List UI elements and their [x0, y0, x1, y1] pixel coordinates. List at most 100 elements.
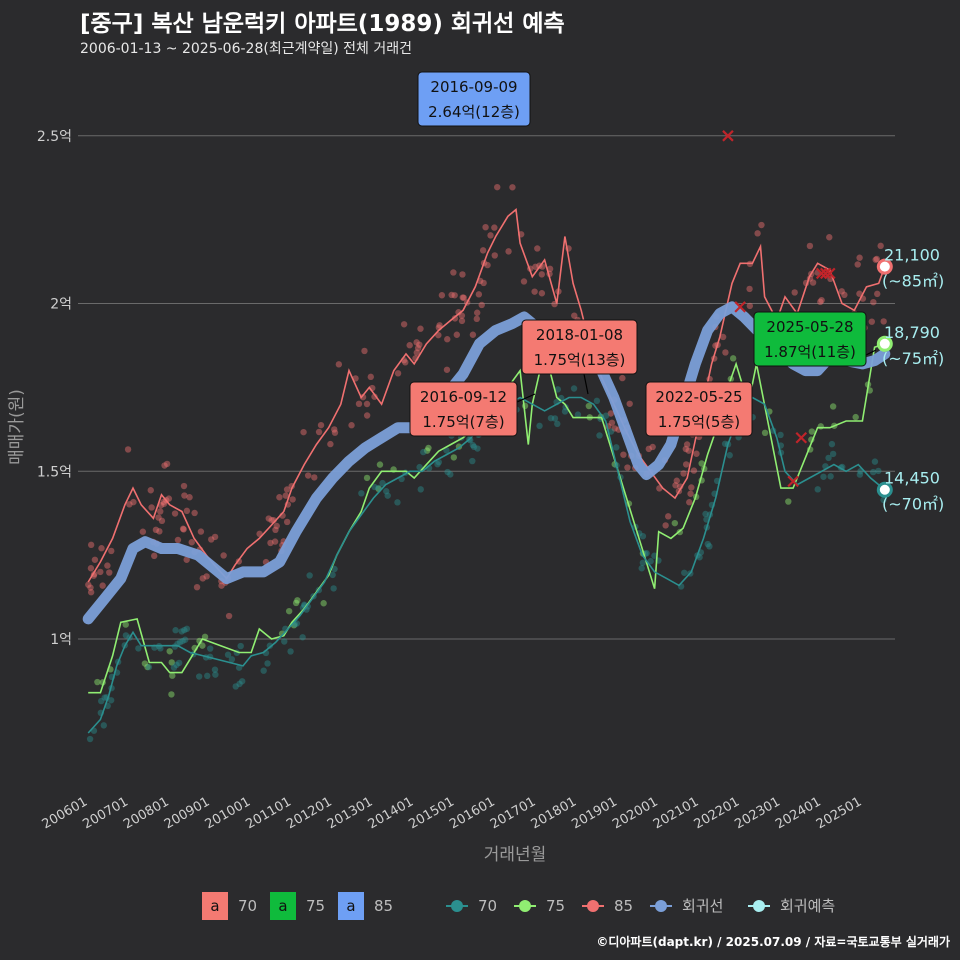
scatter-point-85 — [872, 256, 879, 263]
scatter-point-85 — [276, 494, 283, 501]
scatter-point-70 — [287, 648, 294, 655]
scatter-point-85 — [690, 467, 698, 474]
scatter-point-70 — [101, 694, 108, 701]
scatter-point-85 — [151, 552, 158, 560]
scatter-point-70 — [704, 540, 711, 548]
scatter-point-85 — [311, 474, 318, 481]
scatter-point-85 — [444, 336, 451, 343]
scatter-point-70 — [829, 450, 837, 458]
scatter-point-85 — [791, 289, 798, 296]
scatter-point-85 — [130, 498, 137, 506]
scatter-point-85 — [104, 562, 111, 569]
x-tick-label: 201001 — [203, 794, 253, 832]
scatter-point-85 — [758, 221, 765, 229]
x-tick-label: 200901 — [162, 794, 212, 832]
scatter-point-70 — [204, 672, 211, 680]
scatter-point-85 — [267, 539, 274, 547]
scatter-point-85 — [304, 472, 312, 479]
scatter-point-85 — [211, 533, 219, 541]
scatter-point-70 — [777, 431, 784, 439]
x-tick-label: 200701 — [80, 794, 130, 832]
scatter-point-75 — [817, 423, 825, 430]
scatter-point-70 — [638, 565, 645, 572]
scatter-point-70 — [135, 645, 142, 652]
scatter-point-85 — [413, 349, 421, 356]
scatter-point-85 — [874, 290, 881, 298]
scatter-point-85 — [532, 263, 539, 270]
scatter-point-70 — [358, 490, 365, 497]
annotation-date: 2016-09-12 — [420, 388, 507, 406]
scatter-point-85 — [680, 470, 687, 477]
scatter-point-75 — [761, 429, 769, 437]
scatter-point-75 — [94, 678, 101, 686]
annotation-box — [753, 311, 867, 367]
scatter-point-85 — [179, 525, 187, 532]
scatter-point-85 — [687, 490, 694, 497]
scatter-point-70 — [266, 642, 274, 649]
scatter-point-85 — [458, 312, 466, 319]
scatter-point-75 — [852, 413, 859, 421]
legend-tag-swatch — [270, 892, 296, 920]
scatter-point-85 — [157, 502, 165, 509]
scatter-point-85 — [148, 504, 155, 511]
scatter-point-70 — [706, 543, 713, 550]
annotation-leader — [516, 393, 536, 403]
scatter-point-70 — [145, 663, 153, 671]
scatter-point-85 — [268, 517, 275, 524]
scatter-point-85 — [87, 589, 95, 596]
scatter-point-85 — [534, 245, 541, 252]
annotation-leader — [583, 373, 589, 395]
scatter-point-75 — [169, 672, 176, 679]
scatter-point-85 — [371, 393, 378, 400]
scatter-point-85 — [809, 279, 817, 286]
legend-dot-swatch — [519, 900, 531, 912]
scatter-point-70 — [100, 722, 107, 729]
scatter-point-85 — [417, 325, 424, 332]
scatter-point-85 — [460, 294, 467, 301]
annotation-box — [417, 71, 531, 127]
x-tick-label: 201801 — [529, 794, 579, 832]
scatter-point-85 — [157, 508, 164, 515]
x-tick-label: 201401 — [366, 794, 416, 832]
scatter-point-85 — [283, 518, 291, 526]
scatter-point-70 — [122, 632, 130, 639]
scatter-point-85 — [531, 288, 538, 295]
scatter-point-85 — [854, 261, 861, 268]
scatter-point-85 — [806, 242, 814, 250]
scatter-point-70 — [647, 558, 654, 565]
scatter-point-85 — [451, 292, 458, 299]
scatter-point-70 — [236, 680, 243, 688]
scatter-point-70 — [443, 447, 450, 454]
scatter-point-70 — [172, 627, 179, 634]
scatter-point-85 — [174, 536, 182, 544]
scatter-point-70 — [173, 661, 180, 669]
scatter-point-85 — [180, 482, 188, 490]
annotation-date: 2025-05-28 — [766, 318, 853, 336]
annotations: 2016-09-09 2.64억(12층) 2018-01-08 1.75억(13층)… — [409, 71, 877, 437]
scatter-point-70 — [828, 440, 836, 448]
scatter-point-70 — [474, 445, 481, 452]
scatter-point-85 — [163, 460, 171, 468]
scatter-point-70 — [607, 428, 615, 435]
scatter-point-85 — [620, 451, 627, 458]
legend-tag-glyph: a — [210, 897, 219, 915]
annotation-box — [521, 319, 638, 375]
forecast-price-label: 18,790 — [884, 323, 940, 342]
scatter-point-70 — [179, 637, 186, 645]
legend-line-label: 85 — [614, 897, 633, 915]
scatter-point-70 — [596, 432, 603, 439]
scatter-point-85 — [856, 290, 863, 297]
scatter-point-85 — [363, 400, 371, 408]
scatter-point-70 — [299, 634, 306, 641]
scatter-point-85 — [649, 443, 656, 451]
scatter-point-85 — [265, 515, 272, 522]
scatter-point-70 — [195, 673, 203, 680]
legend-tag-glyph: a — [278, 897, 287, 915]
scatter-point-70 — [211, 666, 219, 673]
scatter-point-85 — [199, 575, 206, 582]
scatter-point-85 — [438, 292, 446, 299]
y-tick-label: 2억 — [50, 297, 72, 313]
annotation-price: 1.75억(7층) — [422, 413, 504, 431]
forecast-area-label: (~85㎡) — [882, 272, 944, 291]
